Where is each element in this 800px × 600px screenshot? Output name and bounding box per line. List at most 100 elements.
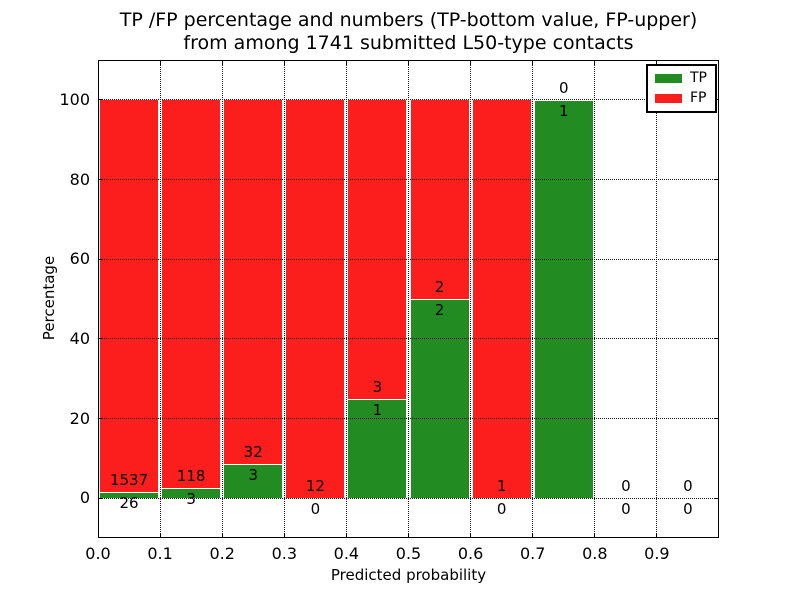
x-tick-label: 0.9 — [644, 544, 670, 563]
bar-fp-segment — [410, 99, 469, 299]
gridline-vertical — [408, 60, 409, 538]
bar-fp-segment — [162, 99, 221, 489]
tp-count-label: 0 — [496, 500, 507, 519]
fp-count-label: 0 — [558, 78, 569, 97]
x-tick-top — [594, 60, 596, 65]
gridline-vertical — [656, 60, 658, 538]
tp-count-label: 3 — [186, 490, 196, 509]
gridline-vertical — [594, 60, 596, 538]
x-tick-label: 0.6 — [457, 544, 484, 563]
fp-count-label: 1537 — [109, 470, 149, 489]
x-tick-top — [656, 60, 658, 65]
fp-count-label: 1 — [496, 477, 507, 496]
gridline-vertical — [283, 60, 285, 538]
fp-legend-label: FP — [690, 90, 707, 106]
x-tick-top — [345, 60, 347, 65]
tp-count-label: 1 — [372, 400, 383, 419]
tp-count-label: 0 — [621, 500, 631, 519]
x-tick-label: 0.3 — [271, 544, 298, 563]
x-tick-label: 0.1 — [147, 544, 173, 563]
fp-count-label: 2 — [434, 278, 445, 296]
y-tick-left — [98, 418, 103, 419]
x-tick-label: 0.8 — [582, 544, 608, 563]
x-tick-bottom — [594, 533, 596, 538]
gridline-vertical — [470, 60, 472, 538]
y-tick-right — [714, 338, 719, 340]
fp-count-label: 32 — [243, 443, 263, 462]
chart-title-line1: TP /FP percentage and numbers (TP-bottom… — [119, 9, 698, 31]
x-tick-label: 0.0 — [85, 544, 111, 563]
tp-count-label: 1 — [558, 101, 569, 120]
fp-count-label: 0 — [621, 477, 631, 496]
bar-fp-segment — [286, 99, 345, 499]
x-tick-bottom — [408, 533, 409, 538]
x-tick-label: 0.5 — [395, 544, 422, 563]
y-tick-right — [714, 179, 719, 180]
x-tick-bottom — [283, 533, 285, 538]
y-tick-label: 100 — [59, 89, 90, 109]
x-tick-top — [532, 60, 534, 65]
fp-legend-swatch — [655, 94, 682, 103]
bar-fp-segment — [472, 99, 531, 499]
bar-fp-segment — [100, 99, 159, 492]
legend-item-fp: FP — [655, 91, 707, 106]
gridline-vertical — [532, 60, 534, 538]
y-tick-right — [714, 258, 719, 260]
fp-count-label: 118 — [176, 467, 206, 486]
legend-item-tp: TP — [655, 71, 707, 86]
bar-tp-segment — [100, 491, 159, 499]
x-tick-top — [159, 60, 161, 65]
fp-count-label: 0 — [683, 477, 693, 496]
y-tick-right — [714, 418, 719, 419]
legend: TP FP — [646, 64, 717, 113]
tp-legend-label: TP — [690, 70, 707, 86]
x-axis-label: Predicted probability — [330, 566, 487, 584]
y-tick-label: 80 — [69, 169, 90, 189]
y-tick-label: 60 — [69, 249, 90, 269]
x-tick-top — [221, 60, 223, 65]
y-tick-left — [98, 99, 103, 101]
bar-tp-segment — [348, 398, 407, 499]
tp-count-label: 3 — [248, 466, 259, 485]
y-tick-label: 40 — [69, 328, 90, 348]
x-tick-top — [408, 60, 409, 65]
tp-count-label: 2 — [434, 301, 445, 319]
x-tick-bottom — [345, 533, 347, 538]
tp-count-label: 0 — [310, 500, 321, 519]
tp-count-label: 0 — [683, 500, 693, 519]
y-tick-label: 0 — [79, 488, 90, 508]
bar-tp-segment — [162, 488, 221, 499]
chart-title: TP /FP percentage and numbers (TP-bottom… — [98, 9, 719, 55]
gridline-vertical — [221, 60, 223, 538]
y-tick-left — [98, 258, 103, 260]
bar-tp-segment — [410, 299, 469, 499]
y-tick-left — [98, 179, 103, 180]
fp-count-label: 12 — [305, 477, 325, 496]
bar-fp-segment — [224, 99, 283, 465]
x-tick-label: 0.2 — [209, 544, 235, 563]
bar-tp-segment — [224, 464, 283, 499]
x-tick-label: 0.4 — [333, 544, 360, 563]
x-tick-bottom — [656, 533, 658, 538]
x-tick-bottom — [532, 533, 534, 538]
x-tick-bottom — [159, 533, 161, 538]
x-tick-top — [283, 60, 285, 65]
x-tick-label: 0.7 — [519, 544, 546, 563]
x-tick-top — [97, 60, 99, 65]
y-tick-left — [98, 338, 103, 340]
fp-count-label: 3 — [372, 377, 383, 396]
x-tick-top — [470, 60, 472, 65]
x-tick-bottom — [97, 533, 99, 538]
y-tick-right — [714, 497, 719, 499]
tp-legend-swatch — [655, 74, 682, 83]
bar-tp-segment — [534, 99, 593, 499]
y-tick-left — [98, 497, 103, 499]
y-tick-label: 20 — [69, 408, 90, 428]
chart-title-line2: from among 1741 submitted L50-type conta… — [183, 32, 634, 54]
x-tick-bottom — [221, 533, 223, 538]
x-tick-bottom — [470, 533, 472, 538]
gridline-vertical — [159, 60, 161, 538]
bar-fp-segment — [348, 99, 407, 399]
tp-count-label: 26 — [119, 493, 139, 512]
